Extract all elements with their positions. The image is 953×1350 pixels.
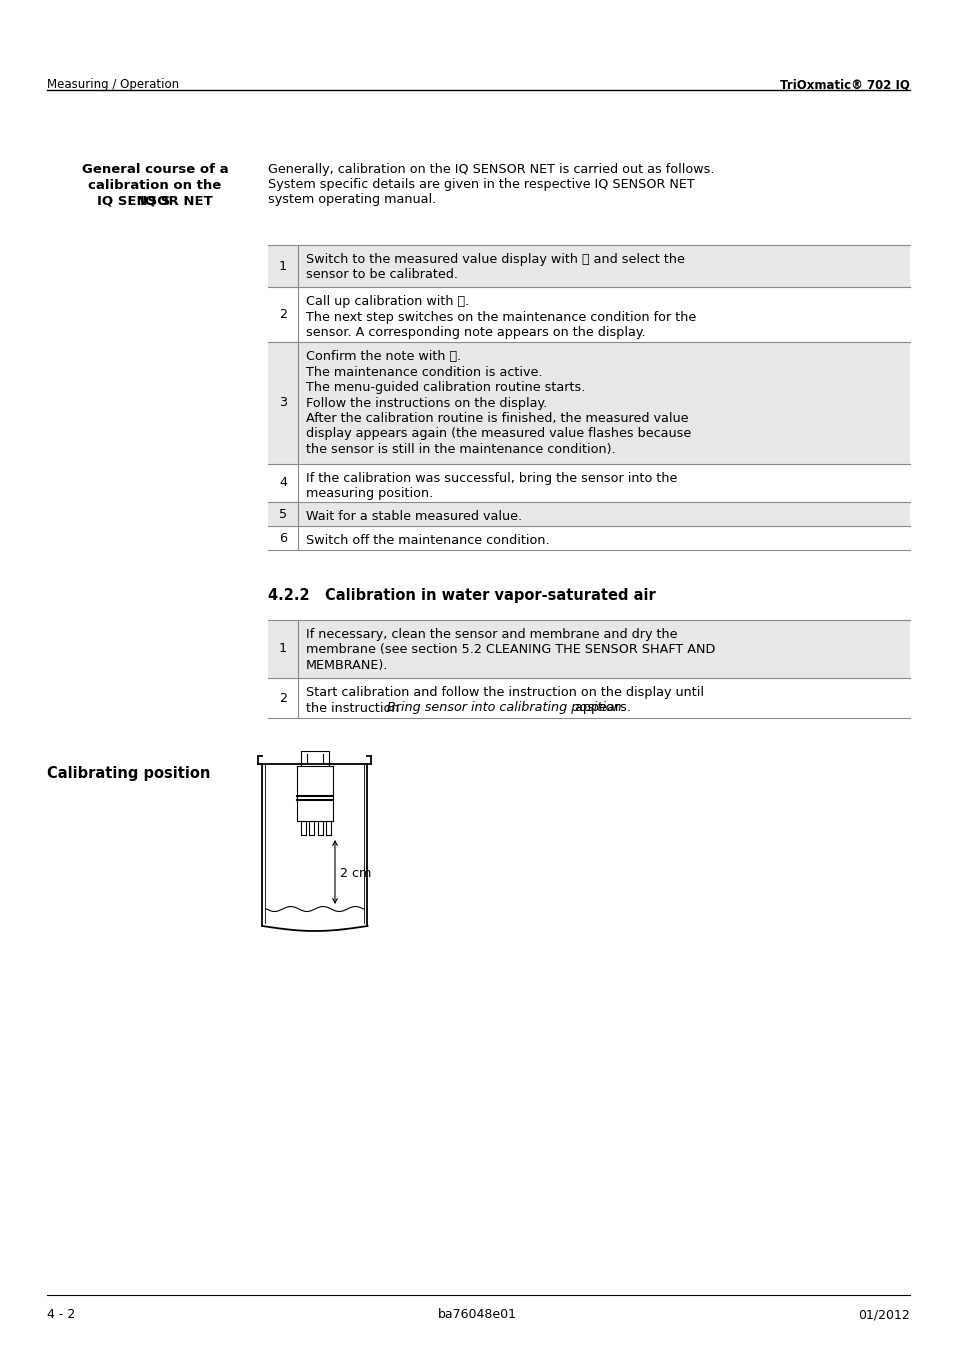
Bar (268, 620, 909, 678)
Text: TriOxmatic® 702 IQ: TriOxmatic® 702 IQ (780, 78, 909, 90)
Text: 1: 1 (278, 643, 287, 656)
Text: 4: 4 (278, 477, 287, 490)
Text: 3: 3 (278, 397, 287, 409)
Text: IQ S: IQ S (140, 194, 170, 208)
Text: calibration on the: calibration on the (89, 180, 221, 192)
Text: sensor. A corresponding note appears on the display.: sensor. A corresponding note appears on … (306, 325, 645, 339)
Bar (268, 342, 909, 464)
Text: sensor to be calibrated.: sensor to be calibrated. (306, 269, 457, 282)
Bar (268, 502, 909, 526)
Text: ba76048e01: ba76048e01 (437, 1308, 516, 1322)
Text: 2: 2 (278, 308, 287, 321)
Text: the sensor is still in the maintenance condition).: the sensor is still in the maintenance c… (306, 443, 615, 456)
Text: If necessary, clean the sensor and membrane and dry the: If necessary, clean the sensor and membr… (306, 628, 677, 641)
Text: The next step switches on the maintenance condition for the: The next step switches on the maintenanc… (306, 310, 696, 324)
Text: Wait for a stable measured value.: Wait for a stable measured value. (306, 510, 521, 522)
Bar (268, 678, 909, 718)
Text: the instruction: the instruction (306, 702, 403, 714)
Text: measuring position.: measuring position. (306, 487, 433, 501)
Text: Calibrating position: Calibrating position (47, 765, 211, 782)
Text: 6: 6 (278, 532, 287, 544)
Text: IQ SENSOR NET: IQ SENSOR NET (97, 194, 213, 208)
Text: General course of a: General course of a (82, 163, 228, 176)
Text: If the calibration was successful, bring the sensor into the: If the calibration was successful, bring… (306, 472, 677, 485)
Text: Measuring / Operation: Measuring / Operation (47, 78, 179, 90)
Text: 2: 2 (278, 691, 287, 705)
Bar (268, 244, 909, 288)
Text: The maintenance condition is active.: The maintenance condition is active. (306, 366, 542, 378)
Text: Follow the instructions on the display.: Follow the instructions on the display. (306, 397, 547, 409)
Text: appears.: appears. (571, 702, 631, 714)
Text: Generally, calibration on the IQ SENSOR NET is carried out as follows.: Generally, calibration on the IQ SENSOR … (268, 163, 714, 176)
Text: 5: 5 (278, 508, 287, 521)
Text: Call up calibration with Ⓒ.: Call up calibration with Ⓒ. (306, 296, 469, 308)
Text: 4.2.2   Calibration in water vapor-saturated air: 4.2.2 Calibration in water vapor-saturat… (268, 589, 655, 603)
Text: After the calibration routine is finished, the measured value: After the calibration routine is finishe… (306, 412, 688, 425)
Text: Switch off the maintenance condition.: Switch off the maintenance condition. (306, 535, 549, 547)
Text: System specific details are given in the respective IQ SENSOR NET: System specific details are given in the… (268, 178, 694, 190)
Text: Confirm the note with Ⓢ.: Confirm the note with Ⓢ. (306, 350, 460, 363)
Text: system operating manual.: system operating manual. (268, 193, 436, 207)
Text: 1: 1 (278, 259, 287, 273)
Text: 2 cm: 2 cm (339, 867, 371, 880)
Text: MEMBRANE).: MEMBRANE). (306, 659, 388, 672)
Text: Start calibration and follow the instruction on the display until: Start calibration and follow the instruc… (306, 686, 703, 699)
Text: 4 - 2: 4 - 2 (47, 1308, 75, 1322)
Text: Switch to the measured value display with Ⓜ and select the: Switch to the measured value display wit… (306, 252, 684, 266)
Text: display appears again (the measured value flashes because: display appears again (the measured valu… (306, 428, 691, 440)
Text: 01/2012: 01/2012 (858, 1308, 909, 1322)
Text: membrane (see section 5.2 CLEANING THE SENSOR SHAFT AND: membrane (see section 5.2 CLEANING THE S… (306, 644, 715, 656)
Text: The menu-guided calibration routine starts.: The menu-guided calibration routine star… (306, 381, 585, 394)
Text: Bring sensor into calibrating position: Bring sensor into calibrating position (386, 702, 620, 714)
